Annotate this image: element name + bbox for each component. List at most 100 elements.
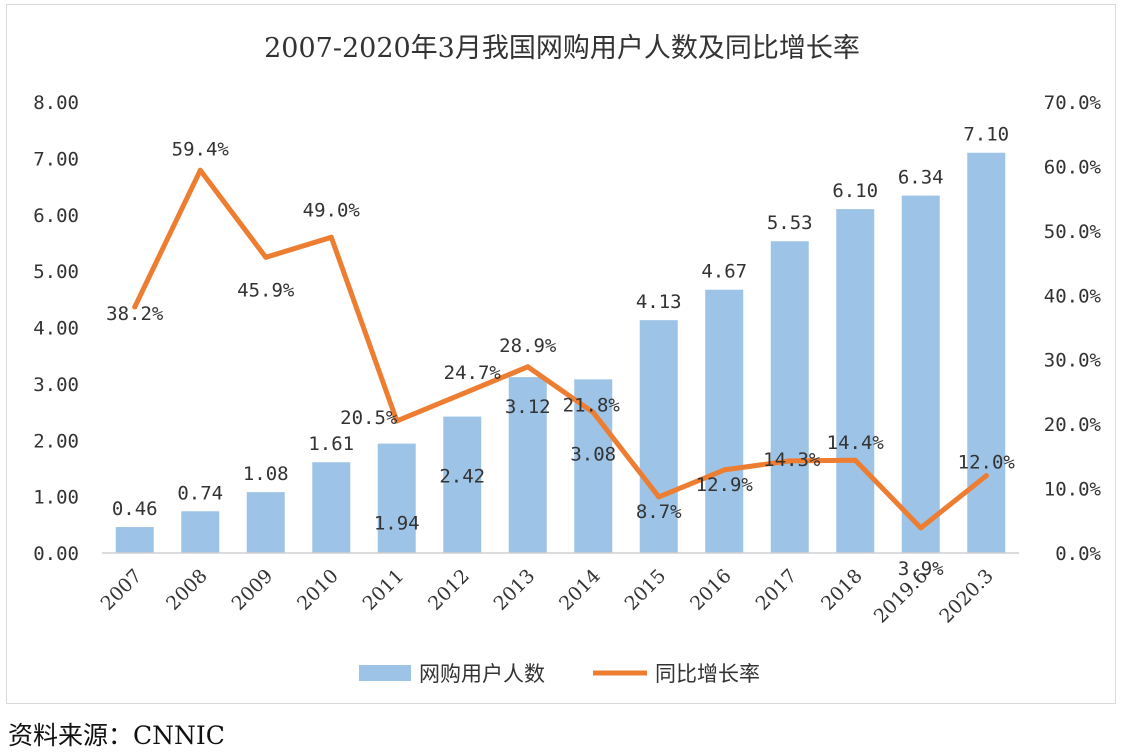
source-note: 资料来源：CNNIC <box>8 721 225 750</box>
x-axis: 2007 2008 2009 2010 2011 2012 2013 2014 2015 2016… <box>97 565 998 628</box>
bar <box>246 492 285 553</box>
bar <box>639 320 678 553</box>
x-axis-tick-label: 2016 <box>686 565 736 615</box>
line-data-label: 59.4% <box>172 138 230 160</box>
growth-rate-point <box>394 418 400 424</box>
legend-label-bars: 网购用户人数 <box>419 662 545 686</box>
bar <box>181 511 220 553</box>
line-data-label: 20.5% <box>340 407 398 429</box>
line-data-label: 14.4% <box>827 432 885 454</box>
bar <box>901 195 940 553</box>
left-axis: 0.00 1.00 2.00 3.00 4.00 5.00 6.00 7.00 8.00 <box>33 92 79 565</box>
right-axis-tick-label: 60.0% <box>1044 156 1102 178</box>
bar-data-label: 3.12 <box>505 396 551 418</box>
growth-rate-point <box>787 458 793 464</box>
x-axis-tick-label: 2010 <box>293 565 343 615</box>
chart-frame: 2007-2020年3月我国网购用户人数及同比增长率 0.00 1.00 2.00 3… <box>6 4 1116 704</box>
bar <box>770 241 809 553</box>
right-axis-tick-label: 30.0% <box>1044 350 1102 372</box>
growth-rate-point <box>983 473 989 479</box>
bar-series <box>115 152 1006 554</box>
x-axis-tick-label: 2017 <box>752 565 802 615</box>
growth-rate-point <box>656 494 662 500</box>
growth-rate-point <box>852 457 858 463</box>
line-data-label: 28.9% <box>499 335 557 357</box>
bar-data-label: 5.53 <box>767 212 813 234</box>
bar-data-label: 4.13 <box>636 291 682 313</box>
bar-data-label: 2.42 <box>439 466 485 488</box>
bar <box>836 209 875 554</box>
left-axis-tick-label: 2.00 <box>33 430 79 452</box>
growth-rate-point <box>459 391 465 397</box>
right-axis-tick-label: 10.0% <box>1044 479 1102 501</box>
bar-data-label: 7.10 <box>963 124 1009 146</box>
bar <box>377 443 416 553</box>
x-axis-tick-label: 2007 <box>97 565 147 615</box>
growth-rate-point <box>132 304 138 310</box>
bar-data-label: 3.08 <box>570 443 616 465</box>
left-axis-tick-label: 6.00 <box>33 205 79 227</box>
x-axis-tick-label: 2013 <box>490 565 540 615</box>
right-axis-tick-label: 70.0% <box>1044 92 1102 114</box>
bar-data-label: 4.67 <box>701 261 747 283</box>
bar-data-label: 0.74 <box>177 482 223 504</box>
left-axis-tick-label: 1.00 <box>33 487 79 509</box>
x-axis-tick-label: 2011 <box>359 565 409 615</box>
growth-rate-point <box>263 254 269 260</box>
x-axis-tick-label: 2020.3 <box>935 565 998 628</box>
line-data-label: 12.9% <box>696 474 754 496</box>
right-axis-tick-label: 40.0% <box>1044 285 1102 307</box>
combo-chart: 2007-2020年3月我国网购用户人数及同比增长率 0.00 1.00 2.00 3… <box>33 33 1102 686</box>
bar-data-labels: 0.46 0.74 1.08 1.61 1.94 2.42 3.12 3.08 4.13 4.67… <box>112 124 1009 535</box>
line-data-label: 14.3% <box>763 449 821 471</box>
line-data-label: 45.9% <box>237 279 295 301</box>
bar <box>967 152 1006 554</box>
line-data-label: 12.0% <box>958 452 1016 474</box>
line-data-label: 21.8% <box>563 395 621 417</box>
legend-label-line: 同比增长率 <box>655 662 760 686</box>
left-axis-tick-label: 4.00 <box>33 318 79 340</box>
bar <box>508 377 547 553</box>
bar-data-label: 1.08 <box>243 463 289 485</box>
left-axis-tick-label: 5.00 <box>33 261 79 283</box>
bar-data-label: 1.61 <box>308 433 354 455</box>
line-series <box>132 167 989 531</box>
growth-rate-point <box>918 525 924 531</box>
bar <box>312 462 351 553</box>
bar-data-label: 1.94 <box>374 513 420 535</box>
left-axis-tick-label: 7.00 <box>33 148 79 170</box>
x-axis-tick-label: 2012 <box>424 565 474 615</box>
legend-swatch-bars <box>359 665 411 681</box>
bar-data-label: 0.46 <box>112 498 158 520</box>
x-axis-tick-label: 2014 <box>555 565 605 615</box>
line-data-label: 24.7% <box>444 362 502 384</box>
line-data-labels: 38.2% 59.4% 45.9% 49.0% 20.5% 24.7% 28.9% 21.8%… <box>106 138 1015 580</box>
left-axis-tick-label: 0.00 <box>33 543 79 565</box>
x-axis-tick-label: 2009 <box>228 565 278 615</box>
growth-rate-line <box>132 167 989 531</box>
bar <box>705 289 744 553</box>
left-axis-tick-label: 3.00 <box>33 374 79 396</box>
growth-rate-point <box>590 410 596 416</box>
left-axis-tick-label: 8.00 <box>33 92 79 114</box>
bar <box>443 416 482 553</box>
line-data-label: 3.9% <box>898 558 944 580</box>
growth-rate-point <box>197 167 203 173</box>
right-axis-tick-label: 0.0% <box>1055 543 1101 565</box>
x-axis-tick-label: 2018 <box>817 565 867 615</box>
growth-rate-point <box>328 234 334 240</box>
x-axis-tick-label: 2015 <box>621 565 671 615</box>
legend: 网购用户人数 同比增长率 <box>359 662 760 686</box>
bar <box>574 379 613 553</box>
growth-rate-point <box>721 467 727 473</box>
line-data-label: 8.7% <box>636 501 682 523</box>
chart-title: 2007-2020年3月我国网购用户人数及同比增长率 <box>264 33 860 64</box>
bar <box>115 527 154 553</box>
line-data-label: 49.0% <box>303 199 361 221</box>
right-axis-tick-label: 20.0% <box>1044 414 1102 436</box>
bar-data-label: 6.34 <box>898 167 944 189</box>
x-axis-tick-label: 2008 <box>162 565 212 615</box>
line-data-label: 38.2% <box>106 303 164 325</box>
growth-rate-point <box>525 364 531 370</box>
bar-data-label: 6.10 <box>832 180 878 202</box>
